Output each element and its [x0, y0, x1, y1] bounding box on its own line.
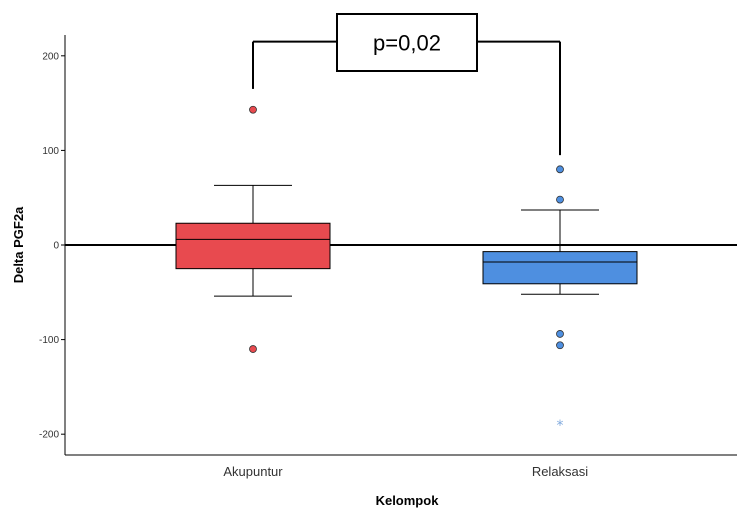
- boxes: *: [175, 105, 638, 434]
- p-value-label: p=0,02: [373, 31, 441, 56]
- y-ticks: 200 100 0 -100 -200: [39, 51, 65, 441]
- significance-annotation: p=0,02: [252, 13, 561, 156]
- outlier-point: [556, 165, 564, 174]
- box-akupuntur: [175, 105, 331, 353]
- y-tick-label: 200: [42, 51, 59, 62]
- y-axis-title: Delta PGF2a: [11, 206, 26, 283]
- outlier-point: [249, 105, 257, 114]
- outlier-point: [556, 195, 564, 204]
- x-axis-title: Kelompok: [376, 493, 440, 508]
- box-iqr: [175, 222, 331, 270]
- x-category-label: Relaksasi: [532, 464, 588, 479]
- box-iqr: [482, 251, 638, 285]
- y-tick-label: 0: [53, 241, 59, 252]
- y-tick-label: -100: [39, 335, 59, 346]
- extreme-point: *: [557, 418, 564, 434]
- box-relaksasi: *: [482, 165, 638, 434]
- y-tick-label: 100: [42, 146, 59, 157]
- p-value-box: [336, 13, 478, 72]
- y-tick-label: -200: [39, 430, 59, 441]
- outlier-point: [556, 330, 564, 338]
- outlier-point: [249, 345, 257, 353]
- x-category-label: Akupuntur: [223, 464, 283, 479]
- axes: [64, 35, 737, 456]
- outlier-point: [556, 341, 564, 350]
- x-category-labels: Akupuntur Relaksasi: [223, 464, 588, 479]
